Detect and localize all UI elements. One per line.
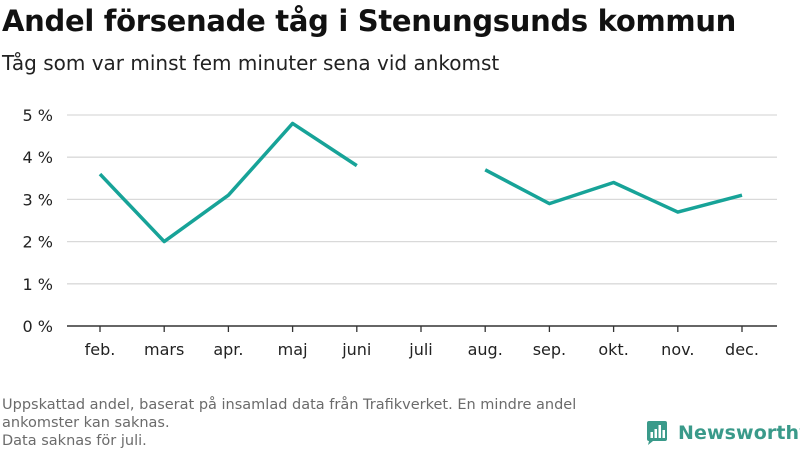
series-line (484, 168, 743, 214)
x-tick-label: nov. (661, 340, 694, 359)
y-tick-label: 4 % (23, 148, 53, 167)
x-tick-label: juni (341, 340, 371, 359)
x-tick-label: aug. (468, 340, 503, 359)
y-tick-label: 3 % (23, 190, 53, 209)
chart-title: Andel försenade tåg i Stenungsunds kommu… (2, 4, 737, 38)
bar-chart-logo-icon (647, 421, 667, 445)
brand-name: Newsworthy (678, 422, 800, 444)
x-tick-label: mars (144, 340, 184, 359)
y-tick-label: 1 % (23, 275, 53, 294)
source-note: Uppskattad andel, baserat på insamlad da… (2, 396, 632, 450)
x-tick-label: maj (278, 340, 308, 359)
y-tick-label: 2 % (23, 233, 53, 252)
chart-subtitle: Tåg som var minst fem minuter sena vid a… (2, 51, 500, 75)
x-tick-label: sep. (533, 340, 566, 359)
y-tick-label: 5 % (23, 106, 53, 125)
x-tick-label: feb. (85, 340, 116, 359)
x-tick-label: dec. (725, 340, 759, 359)
x-tick-label: apr. (213, 340, 243, 359)
note-line: Uppskattad andel, baserat på insamlad da… (2, 397, 577, 431)
line-chart: 0 % 1 % 2 % 3 % 4 % 5 % feb. mars apr. maj juni jul… (23, 106, 777, 359)
brand-logo: Newsworthy (645, 420, 800, 446)
series-line (98, 121, 358, 244)
x-tick-label: okt. (598, 340, 628, 359)
x-tick-label: juli (408, 340, 432, 359)
note-line: Data saknas för juli. (2, 433, 147, 449)
y-tick-label: 0 % (23, 317, 53, 336)
